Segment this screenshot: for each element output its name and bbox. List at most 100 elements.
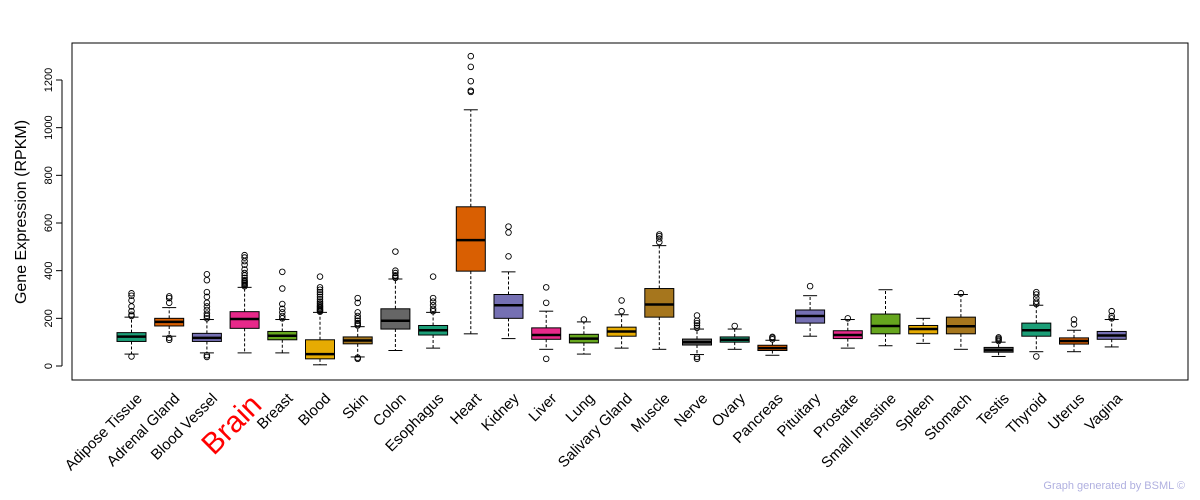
outlier-point — [693, 322, 701, 329]
outlier-point — [392, 267, 399, 274]
outlier-point — [1070, 316, 1078, 323]
box-blood — [305, 273, 335, 366]
outlier-point — [542, 355, 550, 363]
x-label-kidney: Kidney — [478, 390, 523, 435]
outlier-point — [1108, 315, 1115, 322]
box-testis — [983, 334, 1014, 357]
outlier-point — [241, 254, 248, 261]
x-label-vagina: Vagina — [1082, 390, 1127, 435]
outlier-point — [241, 274, 248, 282]
outlier-point — [995, 334, 1002, 341]
outlier-point — [429, 294, 437, 302]
y-tick-label: 1000 — [43, 115, 55, 139]
outlier-point — [203, 293, 211, 301]
credit-text: Graph generated by BSML © — [1043, 480, 1185, 492]
outlier-point — [693, 319, 701, 327]
outlier-point — [542, 299, 550, 307]
outlier-point — [203, 352, 211, 359]
outlier-point — [806, 282, 814, 290]
box-lung — [568, 316, 599, 355]
outlier-point — [429, 301, 437, 309]
outlier-point — [618, 297, 625, 304]
y-tick-label: 200 — [43, 309, 55, 327]
box-ovary — [719, 322, 750, 350]
outlier-point — [656, 232, 663, 240]
box-spleen — [908, 317, 939, 344]
iqr-box — [531, 327, 562, 340]
outlier-point — [392, 248, 399, 255]
outlier-point — [505, 253, 512, 260]
outlier-point — [1033, 353, 1040, 360]
outlier-point — [392, 269, 399, 277]
outlier-point — [316, 298, 324, 305]
outlier-point — [467, 87, 475, 94]
outlier-point — [279, 309, 286, 316]
box-muscle — [644, 231, 675, 350]
outlier-point — [203, 315, 211, 322]
iqr-box — [644, 288, 675, 318]
outlier-point — [693, 355, 701, 363]
outlier-point — [279, 312, 286, 320]
outlier-point — [279, 305, 286, 313]
outlier-point — [618, 307, 625, 315]
outlier-point — [467, 52, 475, 60]
x-label-blood: Blood — [295, 390, 334, 429]
outlier-point — [354, 309, 361, 316]
x-label-liver: Liver — [525, 390, 560, 425]
box-vagina — [1096, 307, 1127, 348]
outlier-point — [316, 284, 324, 291]
box-pituitary — [795, 282, 826, 337]
outlier-point — [354, 319, 361, 327]
outlier-point — [693, 353, 701, 361]
outlier-point — [1070, 321, 1078, 328]
outlier-point — [128, 311, 135, 319]
outlier-point — [316, 300, 324, 307]
box-adrenal-gland — [154, 293, 185, 344]
outlier-point — [656, 231, 663, 238]
outlier-point — [241, 269, 248, 277]
outlier-point — [165, 299, 173, 307]
outlier-point — [203, 276, 211, 284]
outlier-point — [656, 235, 663, 242]
outlier-point — [128, 297, 135, 304]
plot-frame — [71, 42, 1189, 381]
outlier-point — [957, 290, 965, 297]
outlier-point — [241, 261, 248, 268]
outlier-point — [203, 303, 211, 310]
outlier-point — [1033, 288, 1040, 296]
box-skin — [342, 294, 373, 363]
outlier-point — [316, 291, 324, 298]
box-pancreas — [757, 333, 788, 356]
outlier-point — [165, 334, 173, 342]
outlier-point — [505, 229, 512, 236]
outlier-point — [429, 305, 437, 313]
outlier-point — [693, 312, 701, 319]
outlier-point — [165, 336, 173, 344]
box-brain — [229, 251, 260, 354]
boxes — [116, 52, 1127, 366]
box-uterus — [1059, 316, 1089, 353]
outlier-point — [354, 299, 361, 307]
x-label-nerve: Nerve — [671, 390, 711, 430]
outlier-point — [392, 272, 399, 279]
outlier-point — [354, 312, 361, 320]
iqr-box — [380, 308, 411, 330]
outlier-point — [279, 285, 286, 292]
outlier-point — [241, 266, 248, 273]
outlier-point — [128, 290, 135, 297]
box-thyroid — [1021, 288, 1052, 360]
outlier-point — [429, 273, 437, 280]
outlier-point — [279, 300, 286, 308]
outlier-point — [1033, 291, 1040, 298]
x-label-muscle: Muscle — [628, 390, 674, 436]
outlier-point — [316, 288, 324, 296]
outlier-point — [731, 322, 738, 330]
box-small-intestine — [870, 289, 901, 347]
iqr-box — [305, 339, 335, 360]
x-label-skin: Skin — [339, 390, 372, 423]
outlier-point — [467, 63, 475, 71]
box-liver — [531, 284, 562, 363]
y-axis-label: Gene Expression (RPKM) — [13, 120, 30, 304]
box-heart — [455, 52, 486, 335]
